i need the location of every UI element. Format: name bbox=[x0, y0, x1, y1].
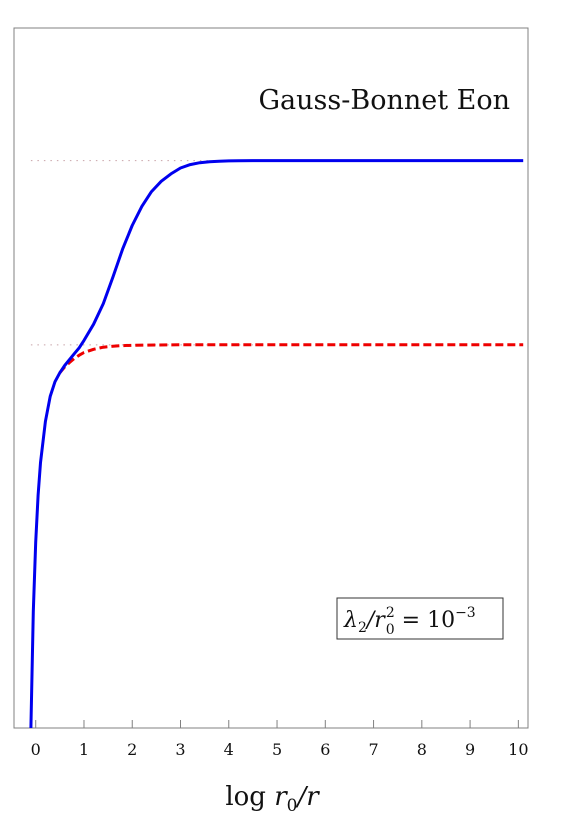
x-tick-label-5: 5 bbox=[272, 740, 282, 759]
plot-frame bbox=[13, 27, 529, 729]
x-tick-label-3: 3 bbox=[175, 740, 185, 759]
x-tick-label-7: 7 bbox=[368, 740, 378, 759]
parameter-annotation: λ2/r2 0 = 10−3 bbox=[336, 597, 504, 640]
x-ticks: 0 1 2 3 4 5 6 7 8 9 10 bbox=[31, 720, 529, 759]
x-tick-label-2: 2 bbox=[127, 740, 137, 759]
series-group bbox=[29, 159, 524, 729]
reference-lines bbox=[30, 160, 253, 346]
x-axis-label: log r0/r bbox=[225, 782, 320, 816]
x-tick-label-9: 9 bbox=[465, 740, 475, 759]
x-tick-label-1: 1 bbox=[79, 740, 89, 759]
x-tick-label-0: 0 bbox=[31, 740, 41, 759]
annotation-text: λ2/r2 0 = 10−3 bbox=[343, 605, 476, 638]
annotation-box bbox=[336, 597, 504, 640]
series-line-dashed bbox=[58, 343, 524, 374]
series-line-solid bbox=[29, 159, 524, 729]
x-tick-label-8: 8 bbox=[417, 740, 427, 759]
x-tick-label-4: 4 bbox=[224, 740, 234, 759]
x-tick-label-6: 6 bbox=[320, 740, 330, 759]
x-tick-label-10: 10 bbox=[508, 740, 528, 759]
chart-title: Gauss-Bonnet Eon bbox=[258, 85, 510, 116]
